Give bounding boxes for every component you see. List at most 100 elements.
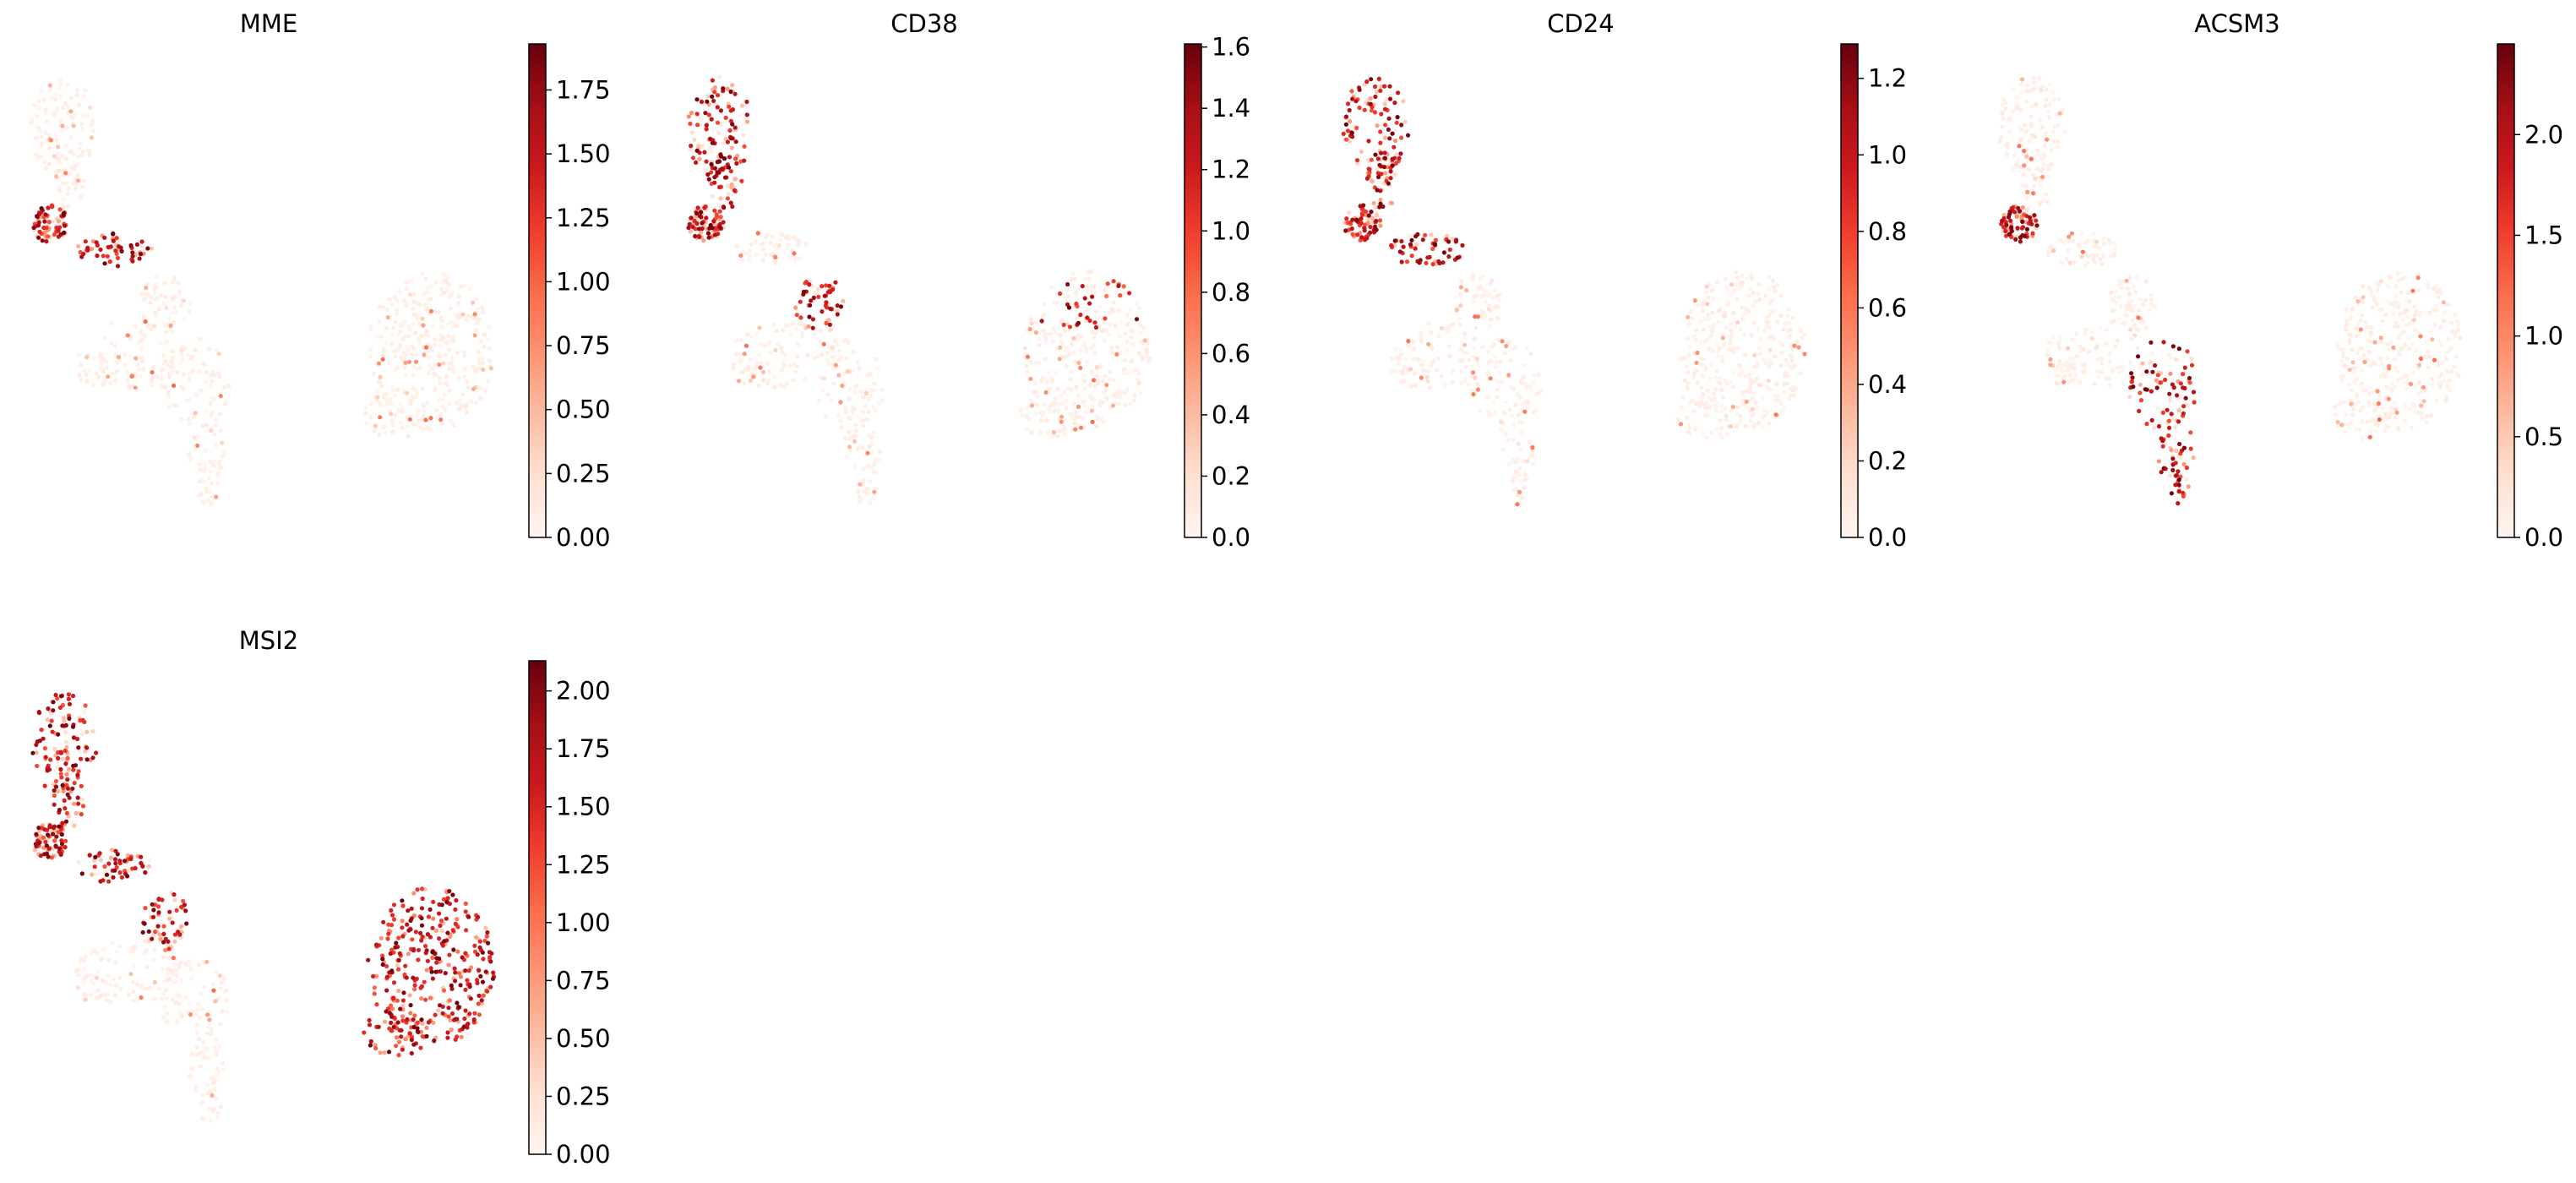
scatter-point	[171, 956, 176, 961]
scatter-point	[860, 418, 866, 423]
scatter-point	[395, 962, 400, 968]
scatter-point	[1101, 420, 1106, 425]
scatter-point	[2047, 174, 2052, 179]
scatter-point	[730, 83, 735, 88]
scatter-point	[1719, 388, 1724, 393]
scatter-point	[2001, 96, 2007, 101]
colorbar-tick-label: 0.4	[1868, 370, 1907, 399]
scatter-point	[1379, 112, 1384, 117]
scatter-point	[464, 928, 469, 933]
scatter-point	[210, 481, 215, 486]
scatter-point	[108, 380, 113, 385]
scatter-point	[222, 976, 227, 981]
scatter-point	[421, 292, 426, 297]
scatter-point	[473, 296, 478, 301]
scatter-point	[90, 118, 95, 123]
scatter-point	[90, 128, 95, 134]
scatter-point	[222, 450, 227, 455]
scatter-point	[2409, 425, 2414, 430]
scatter-point	[1486, 372, 1491, 377]
scatter-point	[1767, 347, 1773, 352]
scatter-point	[1070, 428, 1075, 433]
scatter-point	[1748, 380, 1754, 385]
scatter-point	[41, 97, 46, 102]
scatter-point	[1752, 364, 1757, 369]
scatter-point	[153, 310, 158, 315]
scatter-point	[2008, 218, 2013, 223]
scatter-point	[156, 307, 161, 312]
scatter-point	[128, 972, 133, 977]
scatter-point	[139, 239, 144, 244]
scatter-point	[477, 968, 482, 973]
scatter-point	[445, 896, 450, 901]
scatter-point	[1475, 381, 1480, 386]
scatter-point	[2035, 149, 2040, 154]
scatter-point	[710, 194, 715, 199]
scatter-point	[1054, 433, 1059, 439]
scatter-point	[705, 172, 711, 177]
scatter-point	[139, 337, 144, 342]
scatter-point	[1394, 152, 1399, 157]
scatter-point	[2123, 313, 2128, 318]
scatter-point	[71, 123, 76, 128]
scatter-point	[694, 210, 700, 216]
scatter-point	[688, 121, 693, 126]
scatter-point	[2107, 359, 2112, 364]
scatter-point	[1694, 360, 1699, 365]
scatter-point	[1103, 388, 1108, 393]
scatter-point	[2396, 301, 2401, 306]
scatter-point	[1108, 310, 1113, 316]
scatter-point	[405, 390, 410, 395]
scatter-point	[1029, 398, 1034, 404]
scatter-point	[474, 328, 479, 333]
scatter-point	[109, 848, 114, 853]
scatter-point	[2148, 297, 2154, 303]
scatter-point	[212, 1087, 217, 1092]
scatter-point	[2339, 373, 2344, 379]
scatter-point	[71, 735, 76, 740]
scatter-point	[195, 443, 200, 449]
scatter-point	[2453, 354, 2459, 359]
scatter-point	[1486, 413, 1492, 418]
scatter-point	[2034, 223, 2040, 228]
scatter-point	[443, 971, 448, 976]
scatter-point	[91, 948, 96, 953]
scatter-point	[2048, 363, 2053, 368]
scatter-point	[419, 995, 424, 1001]
scatter-point	[1709, 329, 1714, 334]
scatter-point	[1509, 413, 1514, 418]
scatter-point	[852, 390, 858, 395]
scatter-point	[869, 451, 874, 457]
scatter-point	[466, 385, 471, 390]
scatter-point	[1710, 349, 1715, 354]
scatter-point	[1779, 408, 1784, 413]
scatter-point	[2361, 388, 2366, 393]
scatter-point	[704, 159, 709, 164]
scatter-point	[210, 410, 215, 415]
scatter-point	[60, 153, 65, 158]
scatter-point	[201, 984, 206, 989]
scatter-point	[1025, 426, 1030, 431]
scatter-point	[1118, 293, 1123, 298]
scatter-point	[1386, 116, 1391, 121]
scatter-point	[1392, 128, 1397, 134]
scatter-point	[1095, 373, 1100, 379]
scatter-point	[827, 322, 832, 327]
scatter-point	[118, 245, 123, 250]
scatter-point	[1111, 279, 1116, 284]
scatter-point	[60, 123, 65, 128]
scatter-point	[478, 338, 483, 343]
scatter-point	[431, 371, 436, 376]
scatter-point	[142, 292, 147, 297]
scatter-point	[449, 983, 454, 988]
scatter-point	[426, 1020, 431, 1025]
scatter-point	[761, 378, 766, 383]
scatter-point	[1729, 380, 1734, 385]
scatter-point	[428, 907, 433, 912]
scatter-point	[1389, 243, 1394, 248]
scatter-point	[109, 321, 115, 326]
scatter-point	[1450, 237, 1455, 242]
scatter-point	[1710, 310, 1715, 315]
scatter-point	[1090, 419, 1095, 424]
scatter-point	[1500, 447, 1506, 452]
